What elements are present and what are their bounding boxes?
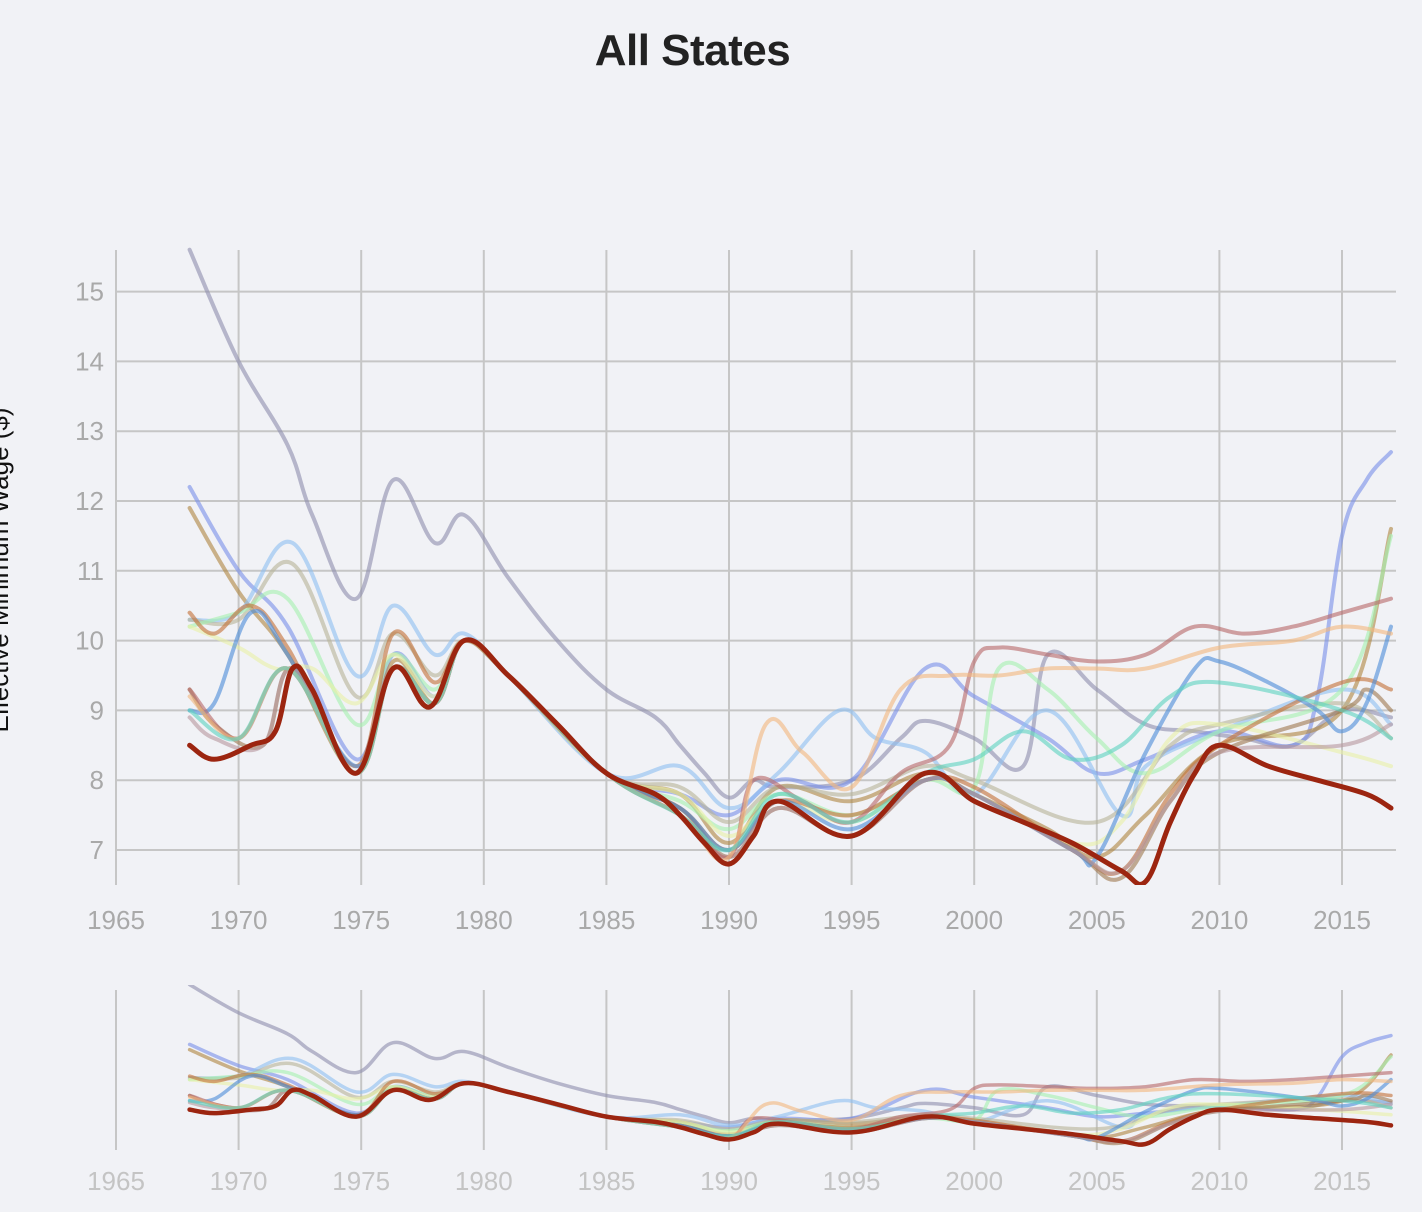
- x-tick-label: 2015: [1313, 905, 1371, 935]
- series-line-0: [187, 247, 1393, 800]
- main-series: [187, 247, 1394, 885]
- main-x-axis: 1965 1970 1975 1980 1985 1990 1995 2000 2005 2010…: [87, 905, 1371, 935]
- context-x-tick-label: 2000: [945, 1166, 1003, 1196]
- x-tick-label: 1975: [332, 905, 390, 935]
- series-line-3: [187, 539, 1393, 819]
- y-tick-label: 14: [75, 346, 104, 376]
- context-series-line-0: [187, 985, 1393, 1125]
- x-tick-label: 2000: [945, 905, 1003, 935]
- main-y-axis: 7 8 9 10 11 12 13 14 15: [75, 277, 104, 865]
- context-x-tick-label: 1970: [210, 1166, 268, 1196]
- x-tick-label: 1985: [577, 905, 635, 935]
- series-line-6: [187, 624, 1393, 847]
- y-tick-label: 13: [75, 416, 104, 446]
- x-tick-label: 1980: [455, 905, 513, 935]
- x-tick-label: 1990: [700, 905, 758, 935]
- context-x-tick-label: 1985: [577, 1166, 635, 1196]
- chart-title: All States: [594, 26, 791, 75]
- x-tick-label: 1965: [87, 905, 145, 935]
- y-tick-label: 8: [90, 765, 104, 795]
- x-tick-label: 1995: [823, 905, 881, 935]
- y-tick-label: 11: [77, 556, 104, 586]
- context-x-tick-label: 1995: [823, 1166, 881, 1196]
- y-tick-label: 9: [90, 695, 104, 725]
- y-tick-label: 7: [90, 835, 104, 865]
- y-axis-label: Effective Minimum Wage ($): [0, 407, 14, 732]
- context-series: [187, 985, 1394, 1147]
- y-tick-label: 10: [75, 626, 104, 656]
- x-tick-label: 2005: [1068, 905, 1126, 935]
- context-x-tick-label: 2005: [1068, 1166, 1126, 1196]
- series-line-14: [187, 637, 1394, 885]
- context-x-tick-label: 2015: [1313, 1166, 1371, 1196]
- context-x-axis: 1965 1970 1975 1980 1985 1990 1995 2000 2005 2010…: [87, 1166, 1371, 1196]
- x-tick-label: 2010: [1190, 905, 1248, 935]
- context-x-tick-label: 1980: [455, 1166, 513, 1196]
- y-tick-label: 15: [75, 277, 104, 307]
- context-x-tick-label: 1990: [700, 1166, 758, 1196]
- context-x-tick-label: 1965: [87, 1166, 145, 1196]
- context-x-tick-label: 1975: [332, 1166, 390, 1196]
- y-tick-label: 12: [75, 486, 104, 516]
- context-x-tick-label: 2010: [1190, 1166, 1248, 1196]
- x-tick-label: 1970: [210, 905, 268, 935]
- main-grid: [115, 250, 1396, 885]
- series-line-4: [187, 559, 1393, 825]
- context-series-line-14: [187, 1080, 1394, 1147]
- context-series-line-6: [187, 1077, 1393, 1137]
